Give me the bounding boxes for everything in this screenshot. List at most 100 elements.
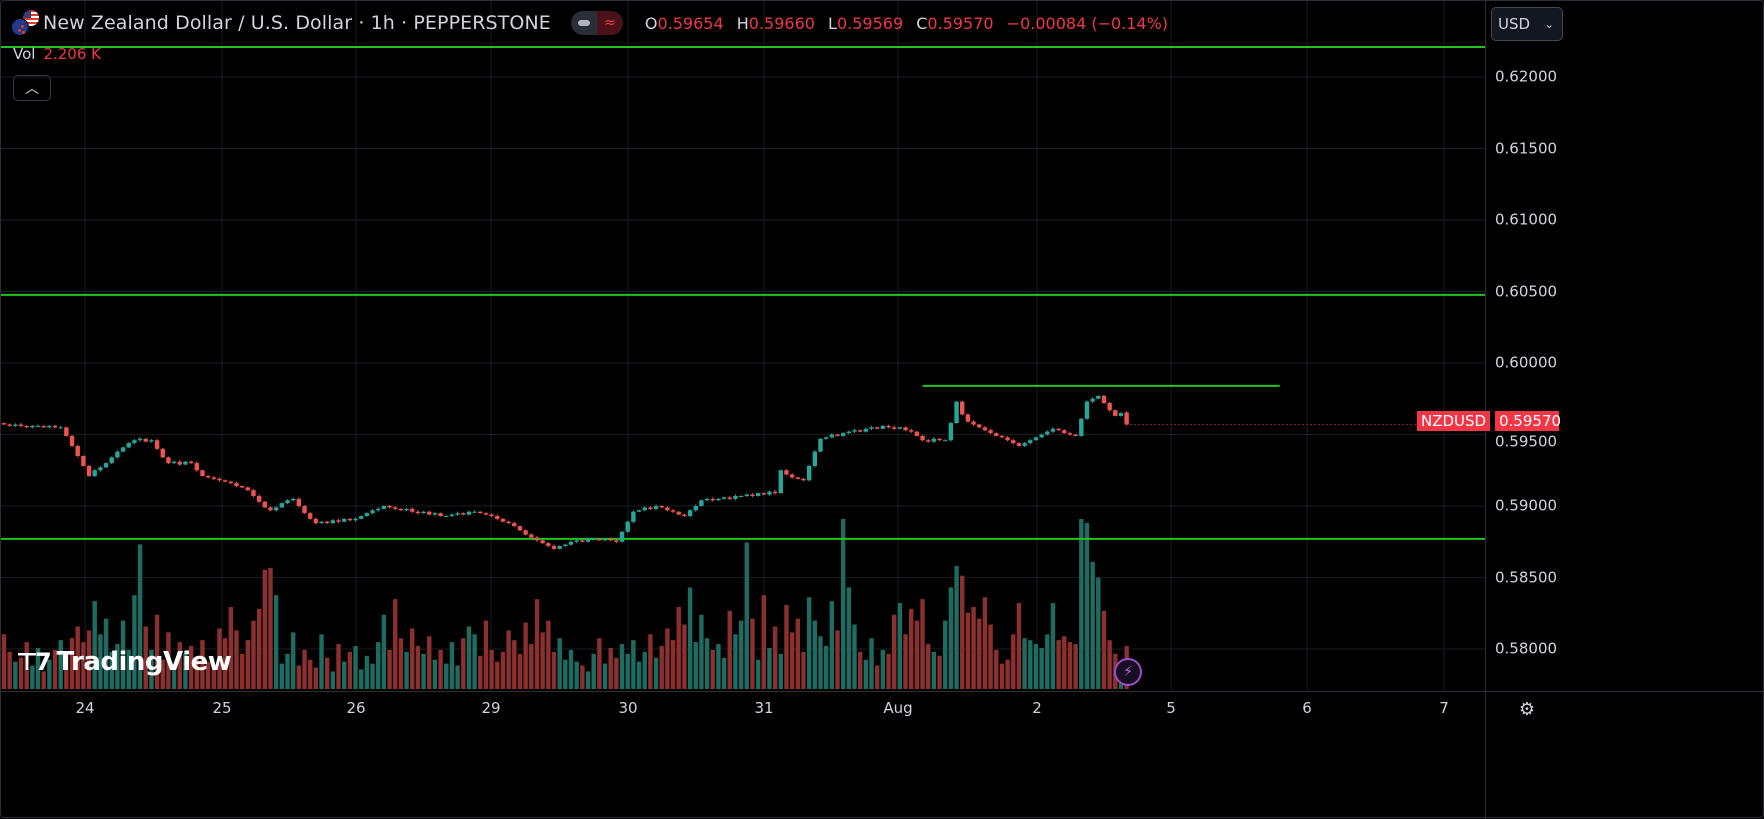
candle-body [137, 438, 143, 441]
close-label: C [916, 13, 928, 33]
volume-bar [359, 669, 364, 689]
volume-bar [455, 665, 460, 689]
candle-body [897, 427, 903, 429]
volume-bar [591, 653, 596, 689]
volume-bar [909, 608, 914, 689]
candle-body [704, 498, 710, 501]
volume-bar [64, 653, 69, 689]
volume-bar [449, 642, 455, 689]
candle-body [540, 540, 545, 544]
candle-body [1090, 398, 1095, 402]
volume-bar [302, 649, 307, 689]
currency-select[interactable]: USD ⌄ [1491, 7, 1563, 41]
volume-bar [205, 661, 211, 689]
volume-bars [1, 519, 1129, 689]
candle-body [852, 430, 857, 432]
lightning-icon[interactable]: ⚡ [1114, 658, 1142, 686]
candle-body [302, 506, 307, 514]
candle-body [86, 465, 92, 476]
time-tick-label: 25 [212, 699, 232, 717]
volume-bar [1079, 519, 1084, 689]
price-tick-label: 0.60500 [1495, 282, 1558, 300]
volume-bar [738, 620, 744, 689]
volume-bar [636, 661, 642, 689]
candle-body [35, 425, 41, 427]
approx-icon[interactable]: ≈ [596, 11, 623, 35]
tradingview-logo[interactable]: ⊤7 TradingView [16, 647, 232, 677]
candle-body [353, 518, 358, 521]
candle-body [988, 430, 993, 434]
candle-body [551, 546, 557, 549]
candle-body [744, 494, 749, 496]
candle-body [268, 507, 273, 511]
candle-body [1056, 428, 1061, 431]
volume-bar [563, 659, 568, 689]
candle-body [160, 448, 165, 458]
close-value: 0.59570 [927, 13, 994, 33]
candle-body [937, 438, 942, 441]
volume-bar [1011, 634, 1016, 689]
volume-bar [149, 649, 154, 689]
candle-body [52, 425, 58, 428]
volume-bar [483, 620, 489, 689]
volume-bar [126, 649, 131, 689]
volume-bar [795, 618, 800, 689]
candle-body [7, 424, 12, 426]
candle-body [398, 508, 404, 511]
candle-body [228, 481, 233, 484]
volume-bar [273, 595, 279, 689]
candle-body [30, 425, 35, 428]
candle-body [534, 537, 540, 541]
candle-body [631, 511, 636, 522]
volume-label: Vol [13, 45, 36, 63]
currency-value: USD [1498, 15, 1531, 33]
volume-bar [806, 597, 812, 689]
time-tick-label: 6 [1302, 699, 1312, 717]
time-tick-label: 29 [481, 699, 501, 717]
volume-bar [319, 634, 324, 689]
candle-body [857, 430, 863, 432]
candle-body [591, 538, 596, 540]
volume-bar [829, 601, 835, 689]
candle-body [1005, 437, 1010, 441]
candle-body [251, 490, 256, 496]
volume-bar [313, 667, 319, 689]
volume-bar [931, 651, 937, 689]
volume-bar [370, 663, 375, 689]
candle-body [307, 513, 313, 519]
candle-body [1, 423, 7, 425]
volume-bar [1107, 640, 1112, 689]
legend-toggle[interactable]: ≈ [570, 11, 623, 35]
time-tick-label: 24 [75, 699, 95, 717]
symbol-title[interactable]: New Zealand Dollar / U.S. Dollar · 1h · … [43, 12, 551, 34]
volume-bar [256, 608, 262, 689]
volume-bar [137, 544, 143, 689]
volume-bar [551, 651, 557, 689]
volume-bar [914, 620, 920, 689]
candle-body [69, 435, 75, 446]
candle-body [721, 497, 727, 499]
high-value: 0.59660 [748, 13, 815, 33]
last-price-label: 0.59570 [1495, 411, 1561, 431]
collapse-legend-button[interactable]: ︿ [13, 75, 51, 101]
volume-bar [115, 644, 120, 689]
candle-body [903, 427, 908, 431]
candle-body [886, 425, 891, 428]
volume-bar [965, 612, 971, 689]
volume-bar [52, 649, 58, 689]
price-tick-label: 0.59000 [1495, 496, 1558, 515]
volume-bar [353, 646, 358, 689]
volume-bar [999, 663, 1005, 689]
volume-bar [1090, 561, 1095, 689]
price-chart[interactable] [1, 1, 1485, 691]
volume-bar [222, 638, 228, 689]
settings-icon[interactable]: ⚙ [1518, 698, 1536, 720]
minus-icon[interactable] [571, 11, 597, 35]
volume-bar [517, 653, 523, 689]
volume-bar [1045, 634, 1050, 689]
volume-bar [427, 636, 432, 689]
volume-bar [421, 653, 426, 689]
volume-bar [846, 587, 852, 689]
grid [1, 1, 1485, 691]
